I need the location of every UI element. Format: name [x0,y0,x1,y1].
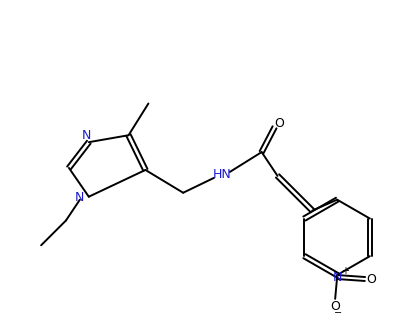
Text: O: O [330,300,340,313]
Text: O: O [275,117,285,130]
Text: HN: HN [212,169,231,181]
Text: +: + [341,266,349,276]
Text: N: N [332,271,342,284]
Text: N: N [75,191,84,204]
Text: O: O [366,273,376,286]
Text: −: − [334,308,342,318]
Text: N: N [82,129,92,142]
